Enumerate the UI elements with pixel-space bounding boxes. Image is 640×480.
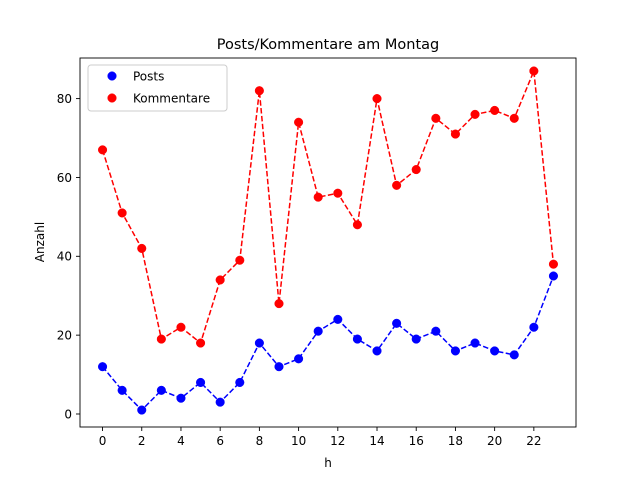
data-point-kommentare: [313, 192, 323, 202]
data-point-kommentare: [117, 208, 127, 218]
data-point-kommentare: [215, 275, 225, 285]
data-point-kommentare: [431, 113, 441, 123]
legend: Posts Kommentare: [87, 64, 228, 112]
data-point-posts: [529, 322, 539, 332]
data-point-kommentare: [450, 129, 460, 139]
data-point-posts: [98, 362, 108, 372]
plot-area: 0 2 4 6 8 10 12 14 16 18 20 22 0 20 40 60 80: [57, 57, 577, 448]
data-point-kommentare: [509, 113, 519, 123]
data-point-kommentare: [333, 188, 343, 198]
data-point-posts: [176, 393, 186, 403]
data-point-posts: [215, 397, 225, 407]
x-tick-label: 6: [216, 434, 224, 448]
data-point-kommentare: [274, 299, 284, 309]
y-tick-label: 80: [57, 92, 72, 106]
data-point-posts: [156, 385, 166, 395]
data-point-posts: [548, 271, 559, 281]
x-axis-label: h: [324, 456, 332, 470]
data-point-posts: [392, 318, 402, 328]
data-point-posts: [254, 338, 264, 348]
data-point-kommentare: [156, 334, 166, 344]
legend-label: Kommentare: [133, 91, 210, 105]
axes-frame: [79, 57, 577, 428]
data-point-kommentare: [352, 220, 362, 230]
data-point-kommentare: [548, 259, 559, 269]
x-tick-label: 0: [99, 434, 107, 448]
data-point-posts: [509, 350, 519, 360]
y-tick-label: 20: [57, 328, 72, 342]
data-point-posts: [372, 346, 382, 356]
x-tick-label: 18: [448, 434, 463, 448]
data-point-kommentare: [137, 243, 147, 253]
data-point-posts: [294, 354, 304, 364]
x-tick-label: 10: [291, 434, 306, 448]
data-point-posts: [117, 385, 127, 395]
data-point-posts: [490, 346, 500, 356]
data-point-kommentare: [98, 145, 108, 155]
data-point-posts: [470, 338, 480, 348]
y-tick-label: 40: [57, 250, 72, 264]
legend-box: [87, 64, 228, 112]
data-point-posts: [235, 377, 245, 388]
data-point-posts: [196, 377, 206, 388]
data-point-posts: [333, 314, 343, 324]
x-tick-label: 2: [138, 434, 146, 448]
x-tick-label: 8: [256, 434, 264, 448]
data-point-kommentare: [470, 109, 480, 119]
data-point-kommentare: [235, 255, 245, 265]
chart-title: Posts/Kommentare am Montag: [217, 37, 440, 53]
data-point-kommentare: [490, 105, 500, 115]
y-tick-label: 60: [57, 171, 72, 185]
x-tick-label: 4: [177, 434, 185, 448]
data-point-kommentare: [372, 94, 382, 104]
data-point-posts: [137, 405, 147, 415]
x-tick-label: 22: [526, 434, 541, 448]
x-tick-label: 12: [330, 434, 345, 448]
data-point-kommentare: [392, 180, 402, 190]
data-point-kommentare: [294, 117, 304, 127]
data-point-kommentare: [529, 66, 539, 76]
y-tick-label: 0: [64, 407, 72, 421]
x-tick-label: 20: [487, 434, 502, 448]
data-point-posts: [352, 334, 362, 344]
data-point-posts: [274, 362, 284, 372]
x-tick-label: 16: [409, 434, 424, 448]
data-point-posts: [450, 346, 460, 356]
data-point-posts: [313, 326, 323, 336]
x-tick-label: 14: [369, 434, 384, 448]
data-point-kommentare: [411, 165, 421, 175]
data-point-kommentare: [254, 86, 264, 96]
legend-marker: [107, 93, 117, 103]
data-point-posts: [431, 326, 441, 336]
legend-marker: [107, 71, 117, 81]
data-point-posts: [411, 334, 421, 344]
data-point-kommentare: [196, 338, 206, 348]
data-point-kommentare: [176, 322, 186, 332]
legend-label: Posts: [133, 69, 164, 83]
y-axis-label: Anzahl: [33, 222, 47, 262]
